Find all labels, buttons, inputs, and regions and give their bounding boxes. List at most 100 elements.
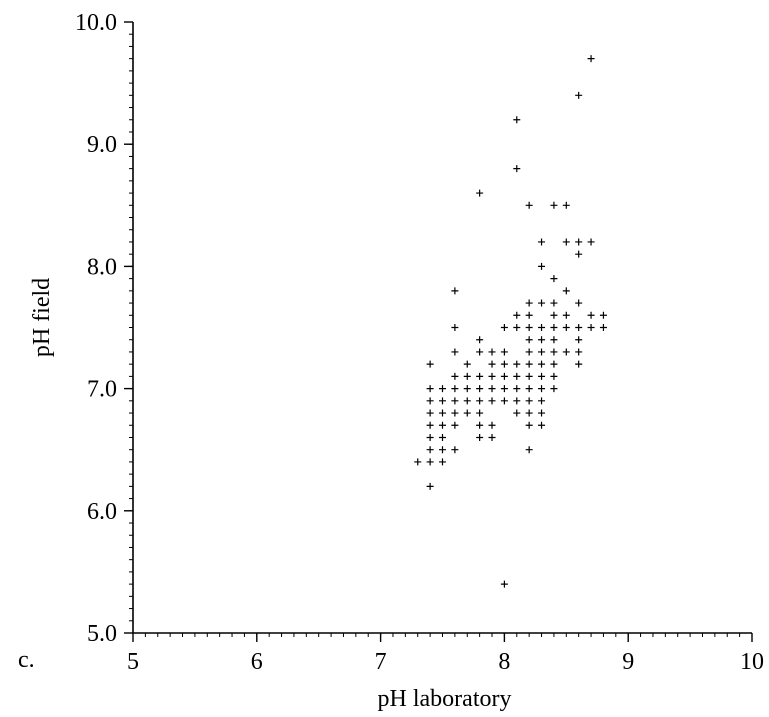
data-point: [525, 409, 533, 417]
data-point: [451, 372, 459, 380]
data-point: [525, 348, 533, 356]
data-point: [550, 324, 558, 331]
data-point: [562, 311, 570, 319]
data-point: [550, 385, 558, 393]
data-point: [439, 397, 446, 405]
data-point: [562, 238, 570, 246]
data-point: [500, 372, 508, 380]
data-point: [599, 311, 607, 319]
data-point: [538, 397, 546, 405]
data-point: [513, 409, 521, 417]
data-point: [525, 397, 533, 405]
data-point: [439, 458, 446, 466]
data-point: [451, 409, 459, 417]
data-point: [500, 360, 508, 368]
data-point: [488, 372, 496, 380]
data-point: [525, 311, 533, 319]
data-point: [426, 421, 434, 429]
data-point: [525, 446, 533, 454]
data-point: [575, 324, 583, 331]
data-point: [538, 324, 546, 331]
data-point: [587, 324, 595, 331]
data-point: [439, 433, 446, 441]
data-point: [451, 446, 459, 454]
x-tick-label: 8: [498, 649, 510, 675]
data-point: [538, 238, 546, 246]
data-point: [513, 324, 521, 331]
data-point: [476, 348, 484, 356]
data-point: [426, 482, 434, 490]
x-tick-label: 9: [622, 649, 634, 675]
data-point: [587, 311, 595, 319]
data-point: [550, 360, 558, 368]
data-point: [476, 397, 484, 405]
data-point: [513, 116, 521, 124]
data-point: [575, 336, 583, 344]
data-point: [426, 360, 434, 368]
x-tick-label: 5: [127, 649, 139, 675]
data-point: [513, 311, 521, 319]
data-point: [538, 409, 546, 417]
x-axis-title: pH laboratory: [378, 686, 512, 712]
data-point: [414, 458, 422, 466]
data-point: [538, 262, 546, 270]
data-point: [550, 372, 558, 380]
data-point: [476, 336, 484, 344]
data-point: [525, 372, 533, 380]
data-point: [550, 275, 558, 283]
data-point: [525, 336, 533, 344]
data-point: [451, 324, 459, 331]
data-point: [538, 336, 546, 344]
data-point: [575, 299, 583, 307]
data-point: [463, 360, 471, 368]
data-point: [525, 385, 533, 393]
data-point: [451, 287, 459, 295]
data-point: [513, 372, 521, 380]
data-point: [476, 409, 484, 417]
data-point: [488, 348, 496, 356]
data-point: [451, 421, 459, 429]
data-point: [463, 372, 471, 380]
data-point: [476, 189, 484, 197]
y-tick-label: 7.0: [87, 377, 117, 403]
data-point: [488, 421, 496, 429]
data-point: [426, 458, 434, 466]
data-point: [426, 385, 434, 393]
data-point: [500, 324, 508, 331]
data-point: [525, 299, 533, 307]
data-point: [538, 299, 546, 307]
major-ticks: [124, 21, 753, 642]
axes: [132, 22, 752, 634]
data-point: [550, 336, 558, 344]
data-point: [488, 433, 496, 441]
data-point: [550, 201, 558, 209]
data-point: [500, 348, 508, 356]
y-tick-label: 5.0: [87, 621, 117, 647]
data-point: [476, 421, 484, 429]
data-point: [463, 397, 471, 405]
data-point: [476, 433, 484, 441]
data-point: [463, 385, 471, 393]
data-point: [500, 385, 508, 393]
data-point: [562, 324, 570, 331]
data-point: [587, 238, 595, 246]
data-point: [463, 409, 471, 417]
data-point: [562, 201, 570, 209]
data-point: [575, 91, 583, 99]
data-point: [500, 580, 508, 588]
x-tick-label: 7: [375, 649, 387, 675]
tick-labels: 5 6 7 8 9 10 5.0 6.0 7.0 8.0 9.0 10.0: [75, 10, 764, 675]
data-point: [550, 348, 558, 356]
data-point: [426, 433, 434, 441]
data-point: [439, 446, 446, 454]
data-point: [488, 360, 496, 368]
data-point: [513, 385, 521, 393]
data-point: [562, 348, 570, 356]
data-point: [513, 397, 521, 405]
data-point: [451, 348, 459, 356]
data-point: [513, 165, 521, 173]
data-point: [538, 360, 546, 368]
data-point: [525, 360, 533, 368]
data-point: [587, 55, 595, 63]
panel-label: c.: [18, 647, 35, 673]
